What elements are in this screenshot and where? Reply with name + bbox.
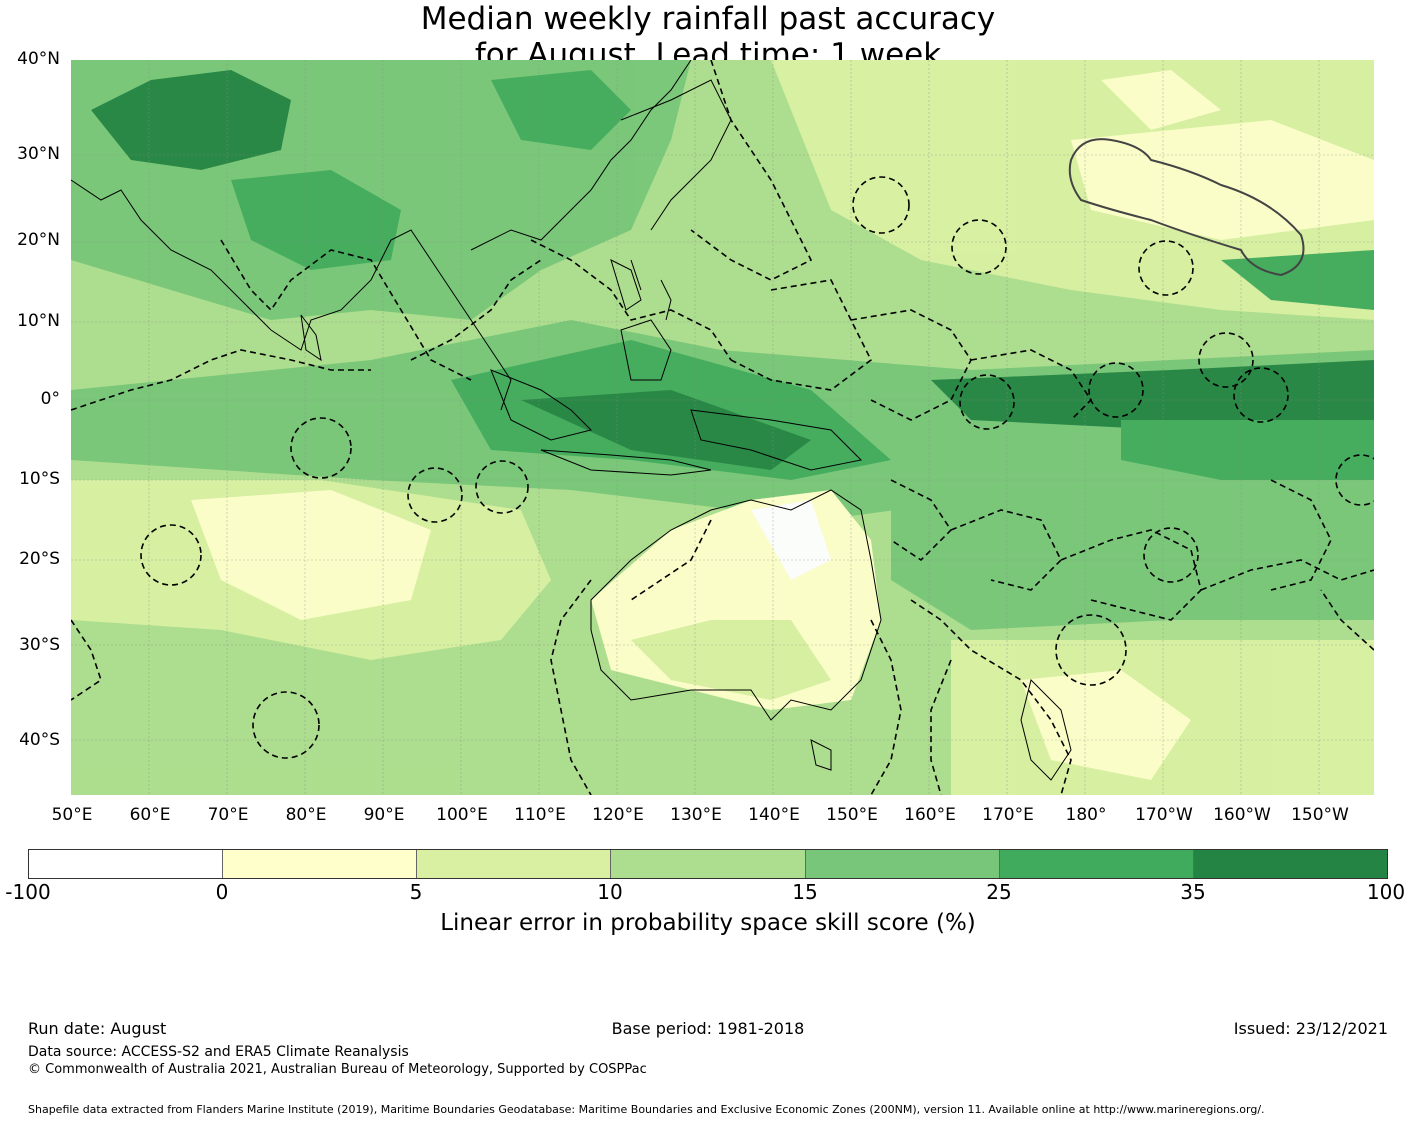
issued-date: Issued: 23/12/2021 [1233,1019,1388,1038]
lon-label-160w: 160°W [1213,805,1271,825]
colorbar-label: Linear error in probability space skill … [440,910,976,936]
lat-label-30s: 30°S [19,635,60,655]
lon-label-50e: 50°E [51,805,93,825]
colorbar-tick: 100 [1366,880,1406,904]
skill-map [71,60,1374,795]
colorbar-tick: 35 [1180,880,1206,904]
colorbar-tick: -100 [5,880,51,904]
colorbar-segment [29,850,224,878]
colorbar-segment [805,850,1000,878]
run-date: Run date: August [28,1019,167,1038]
colorbar-tick: 5 [409,880,423,904]
lon-label-100e: 100°E [436,805,488,825]
lat-label-20n: 20°N [17,230,60,250]
title-line-1: Median weekly rainfall past accuracy [420,1,996,37]
data-source: Data source: ACCESS-S2 and ERA5 Climate … [28,1044,409,1060]
copyright: © Commonwealth of Australia 2021, Austra… [28,1062,647,1077]
colorbar-tick: 0 [215,880,229,904]
lon-label-150e: 150°E [826,805,878,825]
colorbar-segment [999,850,1194,878]
lon-label-160e: 160°E [904,805,956,825]
lon-label-150w: 150°W [1291,805,1349,825]
colorbar-tick: 10 [597,880,623,904]
lat-label-30n: 30°N [17,144,60,164]
colorbar-segment [223,850,418,878]
lon-label-140e: 140°E [748,805,800,825]
lat-label-0: 0° [40,389,60,409]
lon-label-110e: 110°E [514,805,566,825]
shapefile-credit: Shapefile data extracted from Flanders M… [28,1103,1265,1116]
lon-label-120e: 120°E [592,805,644,825]
colorbar-segment [1193,850,1387,878]
colorbar-tick: 25 [986,880,1012,904]
lat-label-20s: 20°S [19,549,60,569]
lat-label-40n: 40°N [17,49,60,69]
skill-field [71,60,1374,795]
lon-label-90e: 90°E [363,805,405,825]
coastlines [71,60,1072,781]
lon-label-80e: 80°E [285,805,327,825]
eez-boundaries [71,60,1374,795]
colorbar-segment [417,850,612,878]
graticule [71,60,1374,795]
lon-label-70e: 70°E [207,805,249,825]
lon-label-170w: 170°W [1135,805,1193,825]
lat-label-40s: 40°S [19,730,60,750]
lon-label-130e: 130°E [670,805,722,825]
colorbar [28,849,1388,879]
lat-label-10s: 10°S [19,469,60,489]
colorbar-tick: 15 [792,880,818,904]
lon-label-170e: 170°E [982,805,1034,825]
lon-label-60e: 60°E [129,805,171,825]
colorbar-segment [611,850,806,878]
base-period: Base period: 1981-2018 [611,1019,805,1038]
lon-label-180: 180° [1065,805,1107,825]
lat-label-10n: 10°N [17,311,60,331]
hawaii-eez [1068,138,1305,277]
